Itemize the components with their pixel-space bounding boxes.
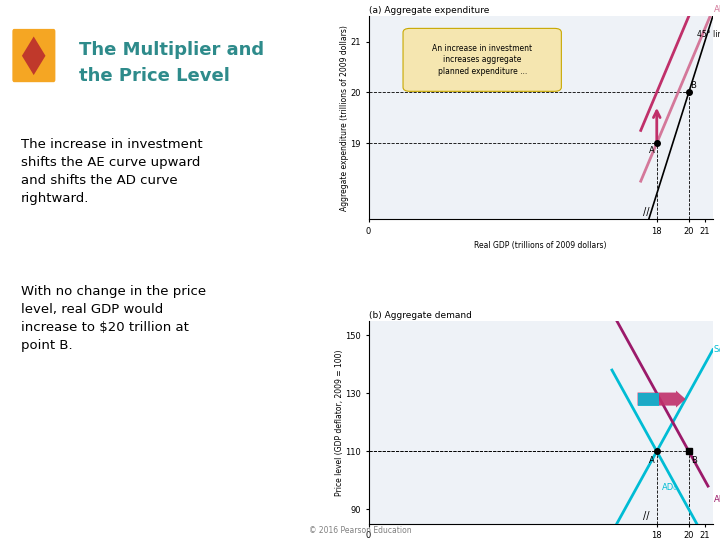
- Text: AD₁: AD₁: [714, 495, 720, 504]
- FancyArrow shape: [637, 393, 660, 406]
- Text: AE₀: AE₀: [714, 5, 720, 15]
- Text: (b) Aggregate demand: (b) Aggregate demand: [369, 311, 472, 320]
- Text: The increase in investment
shifts the AE curve upward
and shifts the AD curve
ri: The increase in investment shifts the AE…: [21, 138, 202, 205]
- Text: © 2016 Pearson Education: © 2016 Pearson Education: [309, 525, 411, 535]
- Text: //: //: [643, 207, 649, 217]
- Text: A: A: [649, 456, 654, 464]
- FancyArrow shape: [637, 390, 685, 408]
- Text: SAS: SAS: [714, 345, 720, 354]
- Text: AD₀: AD₀: [662, 483, 678, 492]
- Text: //: //: [643, 511, 649, 521]
- Polygon shape: [22, 37, 45, 75]
- Y-axis label: Aggregate expenditure (trillions of 2009 dollars): Aggregate expenditure (trillions of 2009…: [340, 25, 349, 211]
- Text: A: A: [649, 146, 654, 154]
- Text: 45° line: 45° line: [697, 30, 720, 38]
- Text: An increase in investment
increases aggregate
planned expenditure ...: An increase in investment increases aggr…: [432, 44, 532, 76]
- Text: With no change in the price
level, real GDP would
increase to $20 trillion at
po: With no change in the price level, real …: [21, 285, 206, 352]
- Text: B: B: [691, 456, 697, 464]
- Text: (a) Aggregate expenditure: (a) Aggregate expenditure: [369, 6, 489, 16]
- Text: the Price Level: the Price Level: [79, 67, 230, 85]
- FancyBboxPatch shape: [403, 29, 562, 91]
- Y-axis label: Price level (GDP deflator, 2009 = 100): Price level (GDP deflator, 2009 = 100): [335, 349, 343, 496]
- Text: B: B: [690, 81, 696, 90]
- Text: The Multiplier and: The Multiplier and: [79, 40, 265, 58]
- FancyBboxPatch shape: [12, 29, 55, 82]
- X-axis label: Real GDP (trillions of 2009 dollars): Real GDP (trillions of 2009 dollars): [474, 241, 607, 251]
